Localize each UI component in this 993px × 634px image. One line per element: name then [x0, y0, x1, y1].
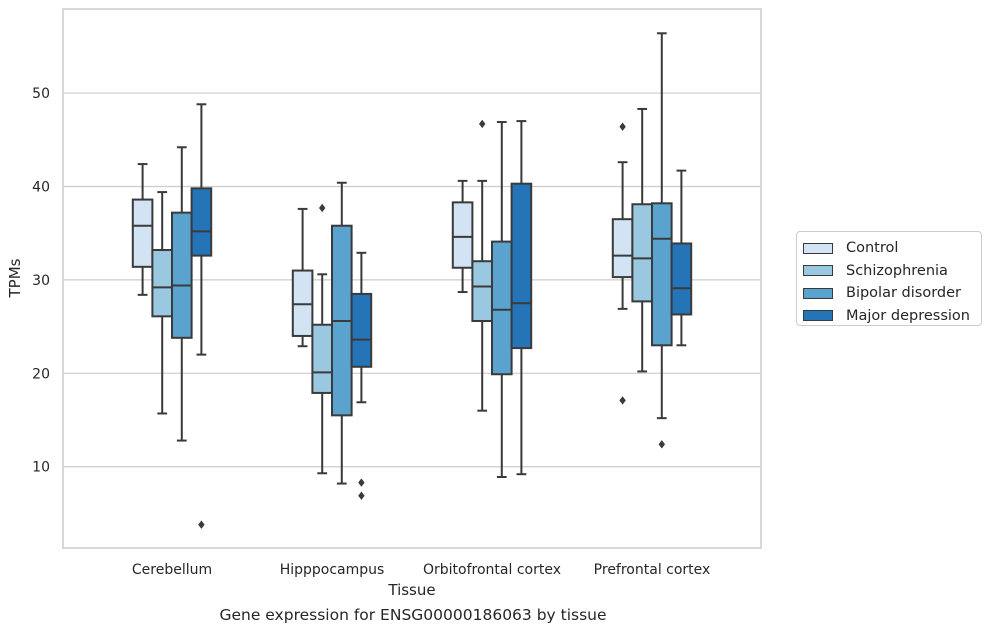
plot-frame [62, 8, 762, 549]
box-bipolar-disorder [331, 181, 353, 485]
box-iqr [631, 203, 654, 303]
legend-item-bipolar-disorder: Bipolar disorder [803, 282, 981, 305]
box-schizophrenia [311, 203, 333, 475]
y-tick-label: 10 [32, 460, 50, 476]
outlier-point [358, 478, 365, 487]
figure-caption: Gene expression for ENSG00000186063 by t… [219, 606, 607, 624]
box-schizophrenia [631, 107, 654, 373]
y-axis-title: TPMs [6, 258, 24, 298]
outlier-point [619, 396, 626, 405]
box-control [131, 163, 154, 296]
outlier-point [319, 203, 326, 213]
legend-item-control: Control [803, 237, 981, 260]
legend: Control Schizophrenia Bipolar disorder M… [796, 231, 982, 326]
legend-swatch [803, 287, 833, 299]
boxes [131, 32, 693, 529]
x-tick-label: Prefrontal cortex [594, 562, 711, 578]
legend-label: Schizophrenia [846, 262, 948, 279]
legend-label: Control [846, 240, 899, 257]
legend-swatch [803, 310, 833, 322]
box-iqr [451, 201, 474, 269]
box-iqr [171, 211, 193, 339]
box-major-depression [350, 251, 373, 500]
y-tick-label: 40 [32, 179, 50, 195]
outlier-point [358, 491, 365, 500]
y-tick-label: 30 [32, 273, 50, 289]
y-tick-label: 50 [32, 86, 50, 102]
box-control [611, 122, 634, 405]
box-major-depression [510, 120, 533, 476]
y-tick-label: 20 [32, 366, 50, 382]
outlier-point [198, 520, 205, 529]
box-iqr [651, 202, 673, 347]
box-schizophrenia [471, 119, 493, 412]
x-tick-label: Hipppocampus [280, 562, 385, 578]
x-axis-title: Tissue [387, 581, 435, 599]
box-bipolar-disorder [171, 146, 193, 442]
box-schizophrenia [151, 191, 173, 415]
box-bipolar-disorder [651, 32, 673, 449]
legend-item-major-depression: Major depression [803, 305, 981, 328]
legend-item-schizophrenia: Schizophrenia [803, 260, 981, 283]
box-control [451, 179, 474, 294]
x-tick-label: Cerebellum [132, 562, 212, 578]
box-iqr [131, 198, 154, 268]
legend-label: Major depression [846, 307, 970, 324]
box-iqr [311, 323, 333, 394]
outlier-point [658, 440, 665, 449]
box-iqr [491, 240, 513, 376]
box-iqr [611, 218, 634, 279]
x-tick-labels: Cerebellum Hipppocampus Orbitofrontal cort… [132, 562, 710, 578]
box-iqr [350, 292, 373, 368]
box-major-depression [670, 169, 693, 347]
y-tick-labels: 10 20 30 40 50 [32, 86, 50, 476]
box-bipolar-disorder [491, 121, 513, 479]
box-control [291, 207, 314, 348]
legend-label: Bipolar disorder [846, 285, 961, 302]
outlier-point [619, 122, 626, 131]
outlier-point [479, 119, 486, 129]
box-iqr [670, 242, 693, 316]
box-major-depression [190, 103, 213, 529]
box-iqr [151, 249, 173, 318]
x-tick-label: Orbitofrontal cortex [423, 562, 561, 578]
legend-swatch [803, 265, 833, 277]
box-iqr [510, 182, 533, 350]
legend-swatch [803, 242, 833, 254]
box-iqr [190, 187, 213, 257]
box-iqr [471, 260, 493, 323]
